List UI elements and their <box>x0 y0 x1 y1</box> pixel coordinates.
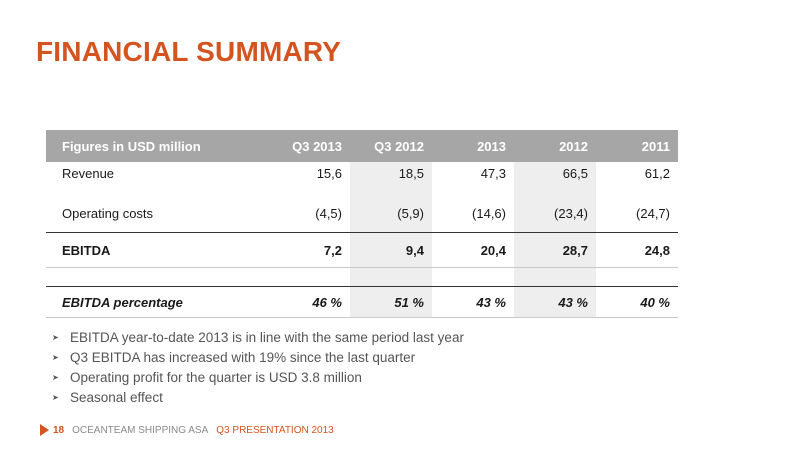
table-row-revenue: Revenue 15,6 18,5 47,3 66,5 61,2 <box>46 162 678 194</box>
col-header-label: Figures in USD million <box>46 130 268 162</box>
table-row-ebitda-percentage: EBITDA percentage 46 % 51 % 43 % 43 % 40… <box>46 286 678 318</box>
bullet-item: ➤ Operating profit for the quarter is US… <box>52 368 464 388</box>
cell: 66,5 <box>514 162 596 194</box>
page-title: FINANCIAL SUMMARY <box>36 36 342 67</box>
spacer-cell <box>350 267 432 287</box>
cell: 43 % <box>514 286 596 318</box>
bullet-item: ➤ EBITDA year-to-date 2013 is in line wi… <box>52 328 464 348</box>
arrowhead-bullet-icon: ➤ <box>52 393 59 402</box>
bullet-text: Q3 EBITDA has increased with 19% since t… <box>70 350 416 365</box>
arrowhead-bullet-icon: ➤ <box>52 373 59 382</box>
bullet-text: Operating profit for the quarter is USD … <box>70 370 362 385</box>
spacer-cell <box>596 268 678 287</box>
col-header-2011: 2011 <box>596 130 678 162</box>
table-row-spacer <box>46 267 678 287</box>
row-label: EBITDA <box>46 232 268 268</box>
bullet-item: ➤ Seasonal effect <box>52 388 464 408</box>
spacer-cell <box>514 267 596 287</box>
cell: 9,4 <box>350 232 432 268</box>
company-name: OCEANTEAM SHIPPING ASA <box>72 424 209 436</box>
spacer-cell <box>46 268 268 287</box>
cell: 15,6 <box>316 166 342 181</box>
footer: 18 OCEANTEAM SHIPPING ASA Q3 PRESENTATIO… <box>40 424 334 436</box>
cell: 40 % <box>596 286 678 318</box>
bullet-list: ➤ EBITDA year-to-date 2013 is in line wi… <box>52 328 464 408</box>
cell: (14,6) <box>472 205 506 221</box>
bullet-item: ➤ Q3 EBITDA has increased with 19% since… <box>52 348 464 368</box>
financial-table: Figures in USD million Q3 2013 Q3 2012 2… <box>46 130 678 318</box>
arrowhead-bullet-icon: ➤ <box>52 353 59 362</box>
cell: (4,5) <box>315 205 342 221</box>
cell: 7,2 <box>268 232 350 268</box>
page-number: 18 <box>53 424 65 436</box>
cell: 43 % <box>432 286 514 318</box>
table-row-ebitda: EBITDA 7,2 9,4 20,4 28,7 24,8 <box>46 232 678 268</box>
row-label: EBITDA percentage <box>46 286 268 318</box>
spacer-cell <box>268 268 350 287</box>
arrowhead-bullet-icon: ➤ <box>52 333 59 342</box>
cell: 20,4 <box>432 232 514 268</box>
table-header-row: Figures in USD million Q3 2013 Q3 2012 2… <box>46 130 678 162</box>
col-header-q3-2012: Q3 2012 <box>350 130 432 162</box>
col-header-q3-2013: Q3 2013 <box>268 130 350 162</box>
cell: (24,7) <box>636 205 670 221</box>
presentation-name: Q3 PRESENTATION 2013 <box>216 424 334 436</box>
row-label: Operating costs <box>62 205 154 221</box>
cell: 61,2 <box>644 166 670 181</box>
cell: 51 % <box>350 286 432 318</box>
row-label: Revenue <box>62 166 115 181</box>
cell: 46 % <box>268 286 350 318</box>
cell: 28,7 <box>514 232 596 268</box>
cell: (23,4) <box>514 194 596 233</box>
triangle-right-icon <box>40 424 49 436</box>
spacer-cell <box>432 268 514 287</box>
bullet-text: Seasonal effect <box>70 390 163 405</box>
col-header-2013: 2013 <box>432 130 514 162</box>
cell: 18,5 <box>350 162 432 194</box>
col-header-2012: 2012 <box>514 130 596 162</box>
cell: (5,9) <box>350 194 432 233</box>
table-row-operating-costs: Operating costs (4,5) (5,9) (14,6) (23,4… <box>46 194 678 233</box>
cell: 47,3 <box>480 166 506 181</box>
bullet-text: EBITDA year-to-date 2013 is in line with… <box>70 330 464 345</box>
cell: 24,8 <box>596 232 678 268</box>
